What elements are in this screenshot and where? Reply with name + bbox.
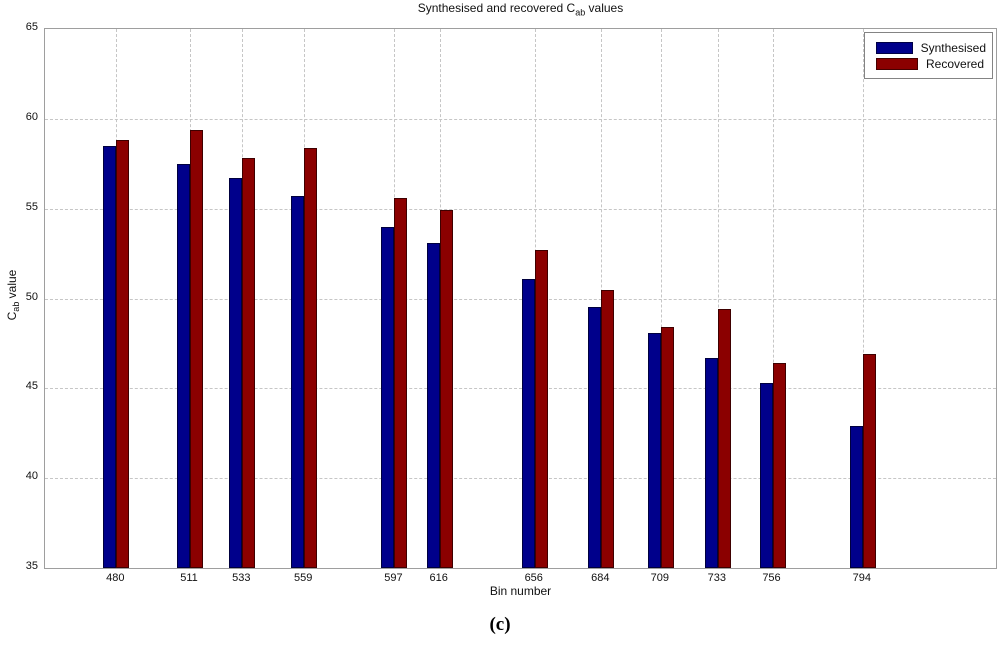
bar-recovered-794 (862, 354, 876, 568)
legend-label-recovered: Recovered (926, 56, 985, 71)
bar-synthesised-656 (521, 278, 535, 568)
legend-swatch-recovered-icon (876, 57, 918, 70)
bar-synthesised-480 (103, 145, 117, 568)
y-tick-60: 60 (25, 110, 38, 123)
x-tick-794: 794 (852, 572, 872, 584)
vgridline-756 (772, 29, 774, 568)
x-tick-559: 559 (293, 572, 313, 584)
y-tick-50: 50 (25, 290, 38, 303)
bar-recovered-533 (242, 158, 256, 568)
hgridline-50 (45, 298, 996, 300)
x-tick-656: 656 (524, 572, 543, 584)
x-tick-511: 511 (180, 572, 198, 584)
chart-title-subscript: ab (575, 7, 586, 18)
plot-area: Synthesised Recovered (44, 28, 997, 569)
bar-recovered-616 (439, 210, 453, 568)
y-tick-45: 45 (25, 380, 38, 393)
bar-recovered-597 (394, 197, 408, 568)
chart-title-suffix: values (585, 1, 624, 15)
y-tick-35: 35 (25, 560, 38, 572)
bar-synthesised-597 (381, 226, 395, 568)
hgridline-40 (45, 478, 996, 480)
legend-row-recovered: Recovered (876, 56, 986, 71)
bar-synthesised-756 (759, 382, 773, 568)
x-axis-label: Bin number (489, 584, 552, 598)
bar-synthesised-794 (849, 426, 863, 568)
legend-row-synthesised: Synthesised (876, 40, 986, 55)
bar-recovered-709 (660, 327, 674, 568)
x-tick-533: 533 (232, 572, 251, 584)
bar-synthesised-733 (704, 357, 718, 568)
x-tick-733: 733 (707, 572, 726, 584)
y-axis-label-prefix: C (4, 311, 19, 321)
y-tick-65: 65 (25, 21, 38, 33)
x-tick-480: 480 (106, 572, 125, 584)
x-tick-616: 616 (429, 572, 448, 584)
x-tick-597: 597 (384, 572, 403, 584)
x-tick-684: 684 (591, 572, 610, 584)
y-axis-label-subscript: ab (11, 301, 22, 312)
bar-recovered-756 (772, 363, 786, 568)
y-tick-55: 55 (25, 200, 38, 213)
vgridline-709 (660, 29, 662, 568)
figure-caption: (c) (489, 614, 511, 635)
vgridline-794 (862, 29, 864, 568)
bar-recovered-684 (601, 289, 615, 568)
hgridline-45 (45, 388, 996, 390)
bar-recovered-480 (116, 140, 130, 568)
bar-recovered-733 (717, 309, 731, 568)
bar-synthesised-533 (229, 178, 243, 568)
vgridline-733 (717, 29, 719, 568)
legend: Synthesised Recovered (864, 32, 993, 79)
bar-synthesised-511 (177, 163, 191, 568)
bar-synthesised-684 (588, 307, 602, 568)
x-tick-709: 709 (650, 572, 669, 584)
bar-synthesised-559 (291, 196, 305, 568)
chart-title: Synthesised and recovered Cab values (44, 1, 997, 17)
bar-synthesised-709 (647, 332, 661, 568)
y-tick-40: 40 (25, 470, 38, 483)
hgridline-60 (45, 118, 996, 120)
bar-recovered-656 (534, 249, 548, 568)
legend-swatch-synthesised-icon (876, 41, 913, 54)
hgridline-55 (45, 208, 996, 210)
chart-title-prefix: Synthesised and recovered C (417, 1, 576, 15)
legend-label-synthesised: Synthesised (920, 40, 986, 55)
bar-recovered-511 (190, 129, 204, 568)
bar-synthesised-616 (426, 242, 440, 568)
bar-recovered-559 (304, 147, 318, 568)
x-tick-756: 756 (762, 572, 781, 584)
